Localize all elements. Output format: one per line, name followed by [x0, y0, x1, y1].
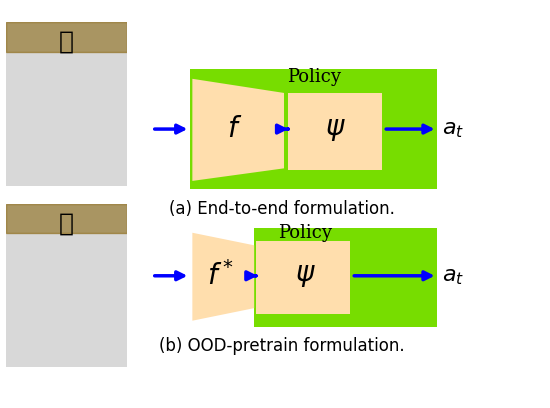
FancyBboxPatch shape — [6, 204, 126, 367]
Text: Policy: Policy — [278, 224, 332, 242]
Text: (a) End-to-end formulation.: (a) End-to-end formulation. — [169, 200, 395, 218]
Polygon shape — [192, 233, 254, 321]
Bar — [6, 22, 126, 52]
FancyBboxPatch shape — [190, 69, 437, 189]
FancyBboxPatch shape — [254, 228, 437, 327]
Text: Policy: Policy — [287, 68, 341, 86]
Text: $f$: $f$ — [227, 115, 243, 142]
Text: (b) OOD-pretrain formulation.: (b) OOD-pretrain formulation. — [159, 337, 405, 355]
Text: $f^*$: $f^*$ — [207, 261, 234, 291]
Text: $a_t$: $a_t$ — [442, 265, 464, 287]
Text: 🤖: 🤖 — [58, 30, 74, 54]
FancyBboxPatch shape — [6, 22, 126, 186]
FancyBboxPatch shape — [288, 93, 382, 170]
Polygon shape — [192, 79, 284, 181]
Bar — [6, 204, 126, 233]
Text: $a_t$: $a_t$ — [442, 118, 464, 140]
Text: 🤖: 🤖 — [58, 212, 74, 235]
FancyBboxPatch shape — [256, 241, 350, 315]
Text: $\psi$: $\psi$ — [325, 115, 345, 142]
Text: $\psi$: $\psi$ — [295, 262, 316, 289]
